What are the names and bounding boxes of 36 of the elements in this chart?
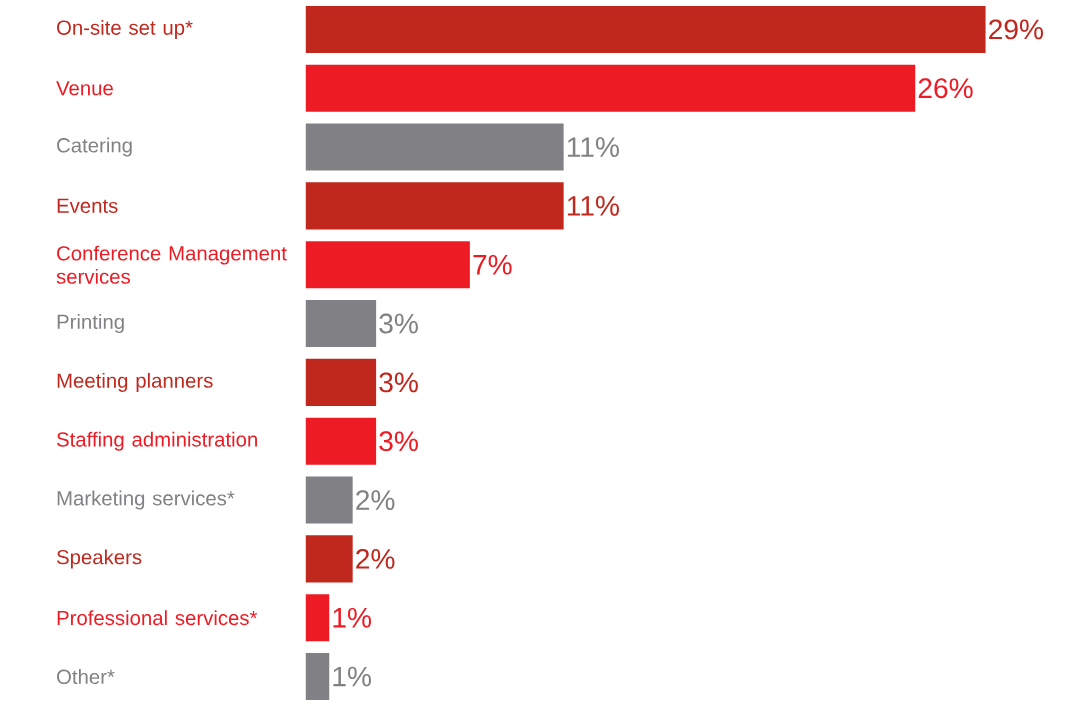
data-label: 3% — [379, 431, 418, 452]
y-tick-label: Professional services* — [57, 610, 258, 626]
bar — [305, 241, 470, 289]
data-label: 11% — [567, 137, 619, 157]
y-tick-label: Printing — [57, 314, 124, 334]
data-label: 1% — [333, 607, 371, 628]
y-tick-label: Marketing services* — [57, 490, 235, 510]
bar — [305, 64, 916, 112]
y-tick-label: Venue — [56, 81, 113, 96]
bar — [305, 594, 330, 642]
bar — [305, 653, 330, 701]
data-label: 11% — [567, 196, 619, 216]
bar — [305, 123, 564, 171]
data-label: 2% — [356, 490, 395, 510]
bar — [305, 182, 564, 230]
y-tick-label: Meeting planners — [57, 372, 213, 392]
y-tick-label: Conference Management services — [56, 245, 287, 284]
y-tick-label: Staffing administration — [56, 431, 257, 451]
bar — [305, 417, 377, 465]
bar — [305, 300, 377, 348]
bar — [305, 358, 377, 406]
y-tick-label: On-site set up* — [57, 19, 193, 39]
data-label: 26% — [918, 78, 973, 99]
data-label: 2% — [356, 549, 395, 569]
data-label: 3% — [379, 313, 418, 334]
y-tick-label: Events — [57, 198, 118, 214]
data-label: 3% — [379, 372, 418, 393]
bar — [305, 5, 986, 53]
data-label: 1% — [333, 666, 371, 687]
y-tick-label: Catering — [57, 137, 132, 157]
y-tick-label: Speakers — [56, 549, 142, 569]
bar — [305, 535, 353, 583]
y-tick-label: Other* — [57, 669, 115, 685]
data-label: 7% — [473, 254, 512, 275]
bar — [305, 476, 353, 524]
data-label: 29% — [989, 19, 1043, 40]
